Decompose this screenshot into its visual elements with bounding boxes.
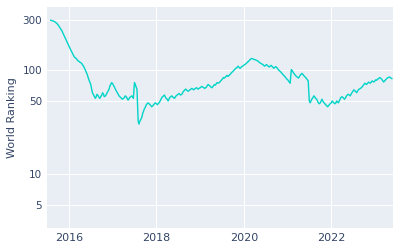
Y-axis label: World Ranking: World Ranking bbox=[7, 77, 17, 158]
